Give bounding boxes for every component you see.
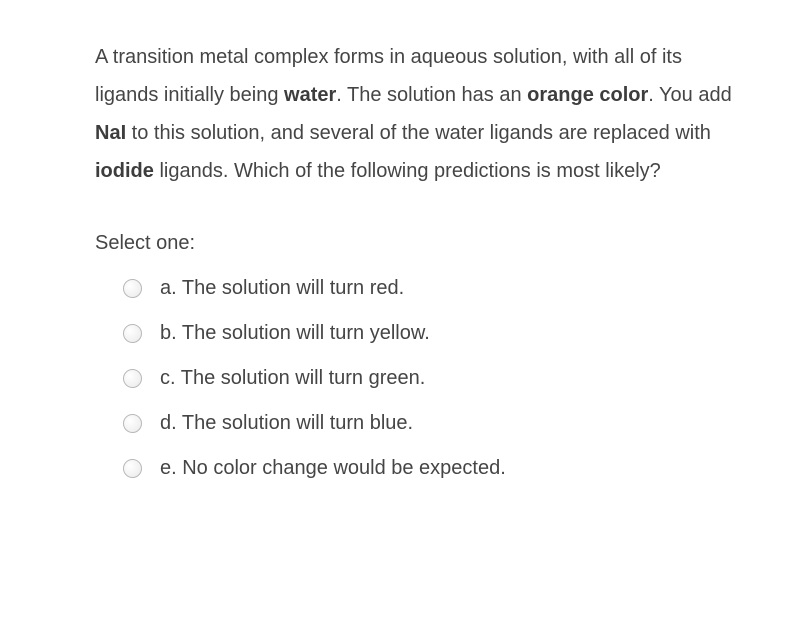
question-bold-segment: water xyxy=(284,84,336,106)
radio-e[interactable] xyxy=(123,459,142,478)
option-label-d: d. The solution will turn blue. xyxy=(160,412,413,435)
question-segment: . The solution has an xyxy=(336,84,527,106)
option-row-e[interactable]: e. No color change would be expected. xyxy=(123,457,740,480)
option-row-a[interactable]: a. The solution will turn red. xyxy=(123,277,740,300)
option-label-b: b. The solution will turn yellow. xyxy=(160,322,430,345)
radio-a[interactable] xyxy=(123,279,142,298)
question-segment: ligands. Which of the following predicti… xyxy=(154,160,661,182)
radio-c[interactable] xyxy=(123,369,142,388)
option-label-c: c. The solution will turn green. xyxy=(160,367,425,390)
question-bold-segment: orange color xyxy=(527,84,648,106)
option-label-a: a. The solution will turn red. xyxy=(160,277,404,300)
question-segment: . You add xyxy=(648,84,731,106)
option-label-e: e. No color change would be expected. xyxy=(160,457,506,480)
question-bold-segment: NaI xyxy=(95,122,126,144)
question-segment: to this solution, and several of the wat… xyxy=(126,122,711,144)
select-one-label: Select one: xyxy=(95,232,740,255)
radio-b[interactable] xyxy=(123,324,142,343)
radio-d[interactable] xyxy=(123,414,142,433)
question-bold-segment: iodide xyxy=(95,160,154,182)
options-group: a. The solution will turn red. b. The sol… xyxy=(95,277,740,480)
option-row-b[interactable]: b. The solution will turn yellow. xyxy=(123,322,740,345)
option-row-c[interactable]: c. The solution will turn green. xyxy=(123,367,740,390)
question-text: A transition metal complex forms in aque… xyxy=(95,38,740,190)
option-row-d[interactable]: d. The solution will turn blue. xyxy=(123,412,740,435)
